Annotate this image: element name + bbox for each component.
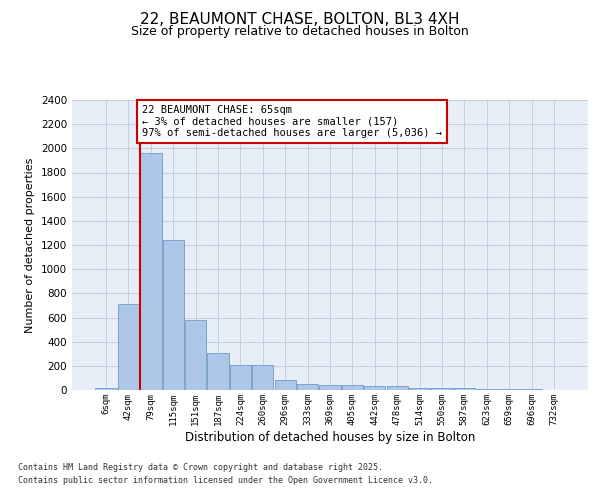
Y-axis label: Number of detached properties: Number of detached properties [25, 158, 35, 332]
Bar [476, 389, 497, 390]
Bar [230, 365, 251, 390]
Bar [431, 388, 452, 390]
X-axis label: Distribution of detached houses by size in Bolton: Distribution of detached houses by size … [185, 430, 475, 444]
Bar [275, 380, 296, 390]
Bar [252, 365, 274, 390]
Bar [386, 386, 408, 390]
Bar [364, 386, 385, 390]
Text: Contains HM Land Registry data © Crown copyright and database right 2025.: Contains HM Land Registry data © Crown c… [18, 464, 383, 472]
Bar [297, 384, 318, 390]
Bar [140, 153, 161, 390]
Bar [319, 385, 341, 390]
Bar [342, 386, 363, 390]
Bar [163, 240, 184, 390]
Bar [95, 388, 117, 390]
Text: 22 BEAUMONT CHASE: 65sqm
← 3% of detached houses are smaller (157)
97% of semi-d: 22 BEAUMONT CHASE: 65sqm ← 3% of detache… [142, 105, 442, 138]
Bar [499, 389, 520, 390]
Text: Contains public sector information licensed under the Open Government Licence v3: Contains public sector information licen… [18, 476, 433, 485]
Bar [185, 320, 206, 390]
Text: 22, BEAUMONT CHASE, BOLTON, BL3 4XH: 22, BEAUMONT CHASE, BOLTON, BL3 4XH [140, 12, 460, 28]
Bar [409, 388, 430, 390]
Text: Size of property relative to detached houses in Bolton: Size of property relative to detached ho… [131, 25, 469, 38]
Bar [454, 388, 475, 390]
Bar [118, 304, 139, 390]
Bar [208, 353, 229, 390]
